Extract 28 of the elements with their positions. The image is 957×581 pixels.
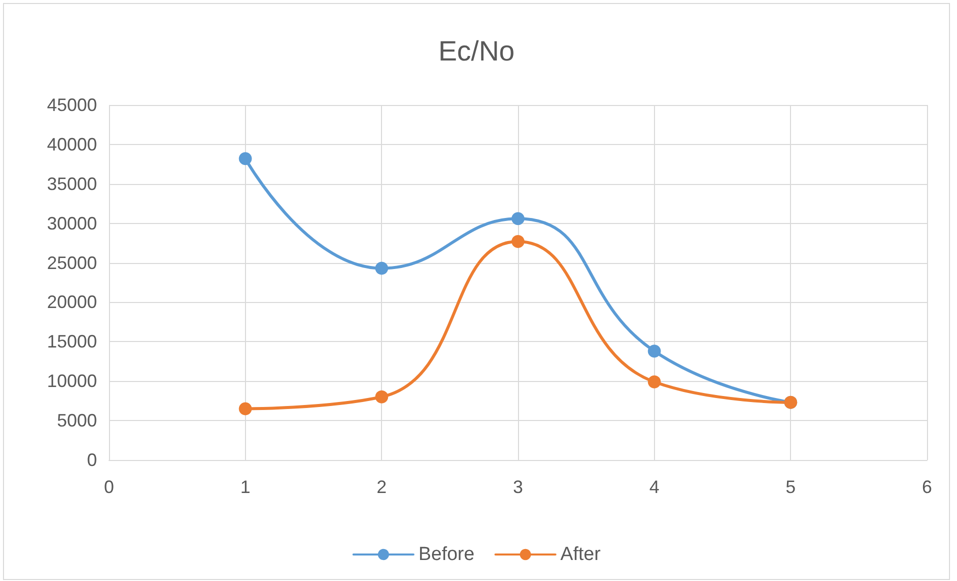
point <box>375 262 388 275</box>
y-tick-label: 5000 <box>56 410 97 431</box>
y-tick-label: 0 <box>86 450 97 470</box>
point <box>238 152 252 166</box>
x-tick-label: 6 <box>922 477 932 497</box>
y-tick-label: 40000 <box>46 134 97 154</box>
point <box>648 375 661 388</box>
y-tick-label: 15000 <box>46 332 97 352</box>
y-tick-label: 45000 <box>46 95 97 115</box>
chart-title: Ec/No <box>438 36 515 66</box>
y-tick-label: 25000 <box>46 252 97 273</box>
x-tick-label: 3 <box>512 477 524 497</box>
y-tick-label: 35000 <box>46 174 97 194</box>
legend-label: After <box>560 544 602 565</box>
legend-label: Before <box>418 544 474 565</box>
point <box>512 234 524 248</box>
x-tick-label: 2 <box>376 477 387 497</box>
point <box>512 212 524 226</box>
point <box>375 390 388 404</box>
x-tick-label: 5 <box>786 477 796 497</box>
x-tick-label: 0 <box>104 477 114 497</box>
x-tick-label: 1 <box>240 477 250 497</box>
y-tick-label: 20000 <box>46 292 97 312</box>
x-tick-label: 4 <box>649 477 660 497</box>
point <box>238 402 252 416</box>
y-tick-label: 30000 <box>46 213 97 234</box>
point <box>648 344 661 358</box>
y-tick-label: 10000 <box>46 371 97 392</box>
